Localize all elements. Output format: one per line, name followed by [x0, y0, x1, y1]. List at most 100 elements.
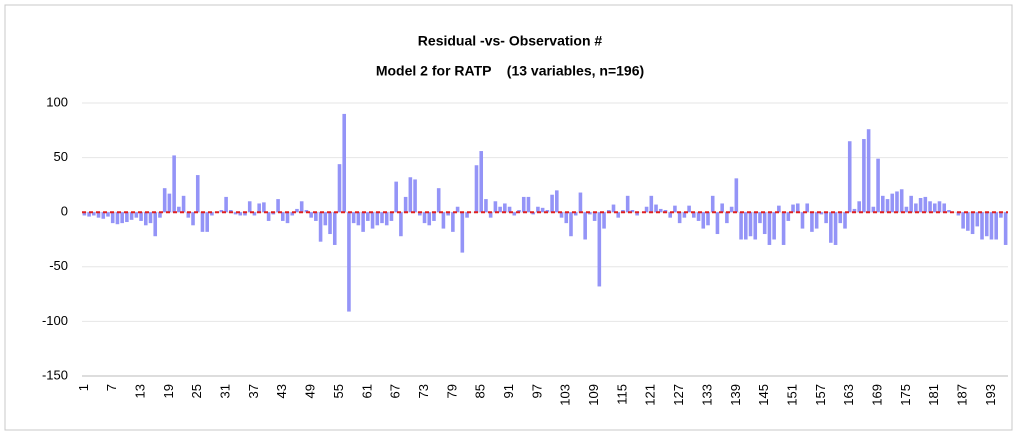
bar — [120, 212, 124, 224]
bar — [87, 212, 91, 217]
bar — [115, 212, 120, 225]
bar — [186, 212, 191, 218]
bar — [351, 212, 356, 224]
bar — [583, 212, 587, 240]
bar — [687, 205, 691, 213]
bar — [210, 212, 214, 216]
bar — [616, 212, 621, 218]
x-tick-label: 97 — [529, 384, 544, 398]
bar — [904, 206, 909, 213]
bar — [375, 212, 380, 226]
bar — [545, 210, 550, 213]
bar — [238, 212, 243, 216]
bar — [488, 212, 493, 218]
bar — [739, 212, 743, 240]
bar — [975, 212, 980, 227]
x-tick-label: 151 — [784, 384, 799, 406]
x-tick-label: 157 — [813, 384, 828, 406]
bar — [280, 212, 285, 221]
bar — [243, 212, 247, 216]
bar — [436, 188, 441, 213]
x-tick-label: 109 — [586, 384, 601, 406]
bar — [162, 188, 167, 213]
bar — [606, 210, 611, 213]
x-tick-label: 31 — [218, 384, 233, 398]
x-tick-label: 163 — [841, 384, 856, 406]
bar — [550, 194, 554, 213]
bar — [507, 206, 512, 213]
bar — [682, 212, 687, 218]
bar — [262, 202, 266, 213]
x-tick-label: 169 — [870, 384, 885, 406]
bar — [413, 179, 417, 213]
bar — [720, 203, 724, 213]
bar — [881, 195, 885, 213]
bar — [96, 212, 101, 218]
y-tick-label: -50 — [49, 258, 68, 273]
bar — [299, 201, 304, 213]
bar — [153, 212, 158, 237]
bar — [961, 212, 965, 229]
bar — [710, 195, 715, 213]
bar — [337, 164, 342, 213]
x-tick-label: 73 — [416, 384, 431, 398]
bar — [857, 201, 861, 213]
bar — [833, 212, 838, 245]
bar — [989, 212, 994, 240]
bar — [814, 212, 819, 229]
bar — [984, 212, 989, 237]
bar — [914, 203, 918, 213]
bar — [356, 212, 361, 226]
bar — [521, 196, 526, 213]
bar — [918, 198, 923, 213]
chart-title: Residual -vs- Observation # — [418, 33, 603, 49]
bar — [923, 196, 928, 213]
bar — [758, 212, 762, 224]
bar — [673, 205, 677, 213]
bar — [899, 189, 904, 213]
bar — [573, 212, 578, 216]
bar — [295, 208, 299, 213]
bar — [257, 203, 261, 213]
bar — [777, 205, 781, 213]
y-tick-label: -150 — [42, 367, 68, 382]
bar — [843, 212, 847, 229]
bar — [167, 193, 172, 213]
bar — [569, 212, 573, 237]
bar — [332, 212, 337, 245]
bar — [970, 212, 975, 235]
bar — [701, 212, 706, 229]
bar — [460, 212, 465, 253]
bar — [838, 212, 843, 224]
x-tick-label: 67 — [388, 384, 403, 398]
bar — [465, 212, 469, 218]
bar — [564, 212, 569, 224]
bar — [649, 195, 654, 213]
x-tick-label: 79 — [444, 384, 459, 398]
bar — [658, 208, 663, 213]
bar — [663, 210, 668, 213]
bar — [205, 212, 209, 232]
bar — [158, 212, 162, 218]
x-tick-label: 13 — [132, 384, 147, 398]
x-tick-label: 55 — [331, 384, 346, 398]
bar — [706, 212, 710, 226]
bar — [753, 212, 758, 240]
bar — [980, 212, 984, 240]
bar — [394, 181, 398, 213]
y-tick-label: 100 — [46, 94, 68, 109]
bar — [191, 212, 195, 226]
bar — [762, 212, 767, 235]
bar — [1003, 212, 1008, 245]
bar — [389, 212, 394, 221]
bar — [536, 206, 540, 213]
bar — [847, 141, 852, 213]
bar — [455, 206, 460, 213]
bar — [602, 212, 606, 229]
bar — [715, 212, 720, 235]
bar — [597, 212, 602, 287]
bar — [654, 204, 658, 213]
bar — [876, 158, 880, 213]
bar — [630, 210, 635, 213]
